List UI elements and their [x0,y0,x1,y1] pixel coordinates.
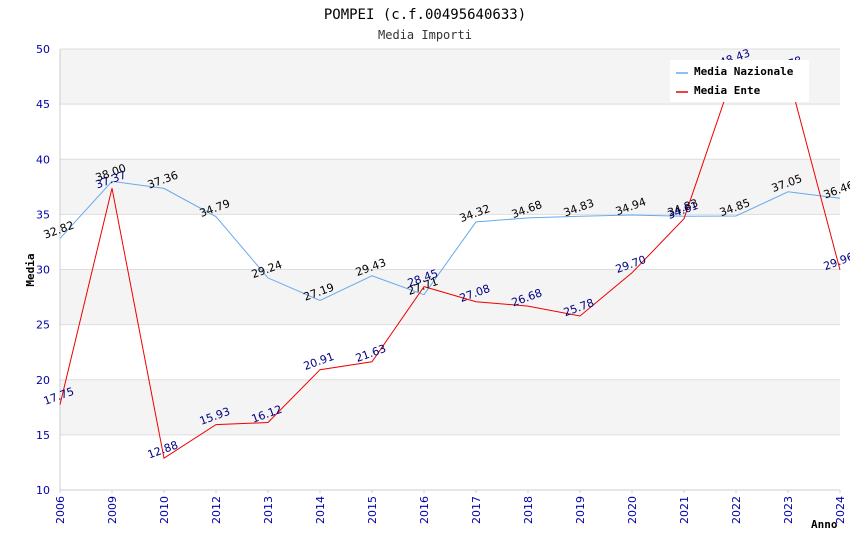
chart-subtitle: Media Importi [378,28,472,42]
x-tick-label: 2012 [210,496,223,524]
series-line-media-nazionale [59,180,841,302]
x-tick-label: 2021 [678,496,691,524]
gridlines [60,48,840,491]
legend: Media Nazionale Media Ente [670,60,809,102]
y-tick-label: 45 [36,98,50,111]
legend-label-media-ente: Media Ente [694,84,761,97]
x-tick-label: 2016 [418,496,431,524]
grid-band [60,159,840,215]
data-label: 12.88 [146,438,180,461]
x-tick-label: 2022 [730,496,743,524]
x-tick-label: 2015 [366,496,379,524]
y-tick-label: 10 [36,484,50,497]
y-tick-label: 35 [36,208,50,221]
x-axis-label: Anno [811,518,838,531]
x-tick-label: 2013 [262,496,275,524]
y-tick-label: 30 [36,264,50,277]
y-tick-label: 50 [36,43,50,56]
grid-band [60,269,840,325]
x-tick-label: 2010 [158,496,171,524]
x-tick-label: 2019 [574,496,587,524]
x-tick-label: 2014 [314,496,327,524]
x-tick-label: 2017 [470,496,483,524]
legend-label-media-nazionale: Media Nazionale [694,65,794,78]
y-tick-label: 15 [36,429,50,442]
y-tick-label: 20 [36,374,50,387]
chart-title: POMPEI (c.f.00495640633) [324,7,526,23]
series-lines [59,65,841,460]
x-tick-label: 2024 [834,496,847,524]
x-tick-labels: 2006 2009 2010 2012 2013 2014 2015 2016 2017 2018… [54,490,847,524]
y-tick-label: 40 [36,153,50,166]
y-tick-labels: 10 15 20 25 30 35 40 45 50 [36,43,50,497]
y-axis-label: Media [24,253,37,286]
legend-box [670,60,809,102]
data-label: 20.91 [302,350,336,373]
grid-band [60,379,840,435]
x-tick-label: 2023 [782,496,795,524]
x-tick-label: 2009 [106,496,119,524]
x-tick-label: 2018 [522,496,535,524]
x-tick-label: 2020 [626,496,639,524]
grid-bands [60,49,840,435]
data-label: 32.82 [42,219,76,242]
y-tick-label: 25 [36,319,50,332]
axes [59,49,840,491]
x-tick-label: 2006 [54,496,67,524]
series-line-media-ente [59,65,841,460]
